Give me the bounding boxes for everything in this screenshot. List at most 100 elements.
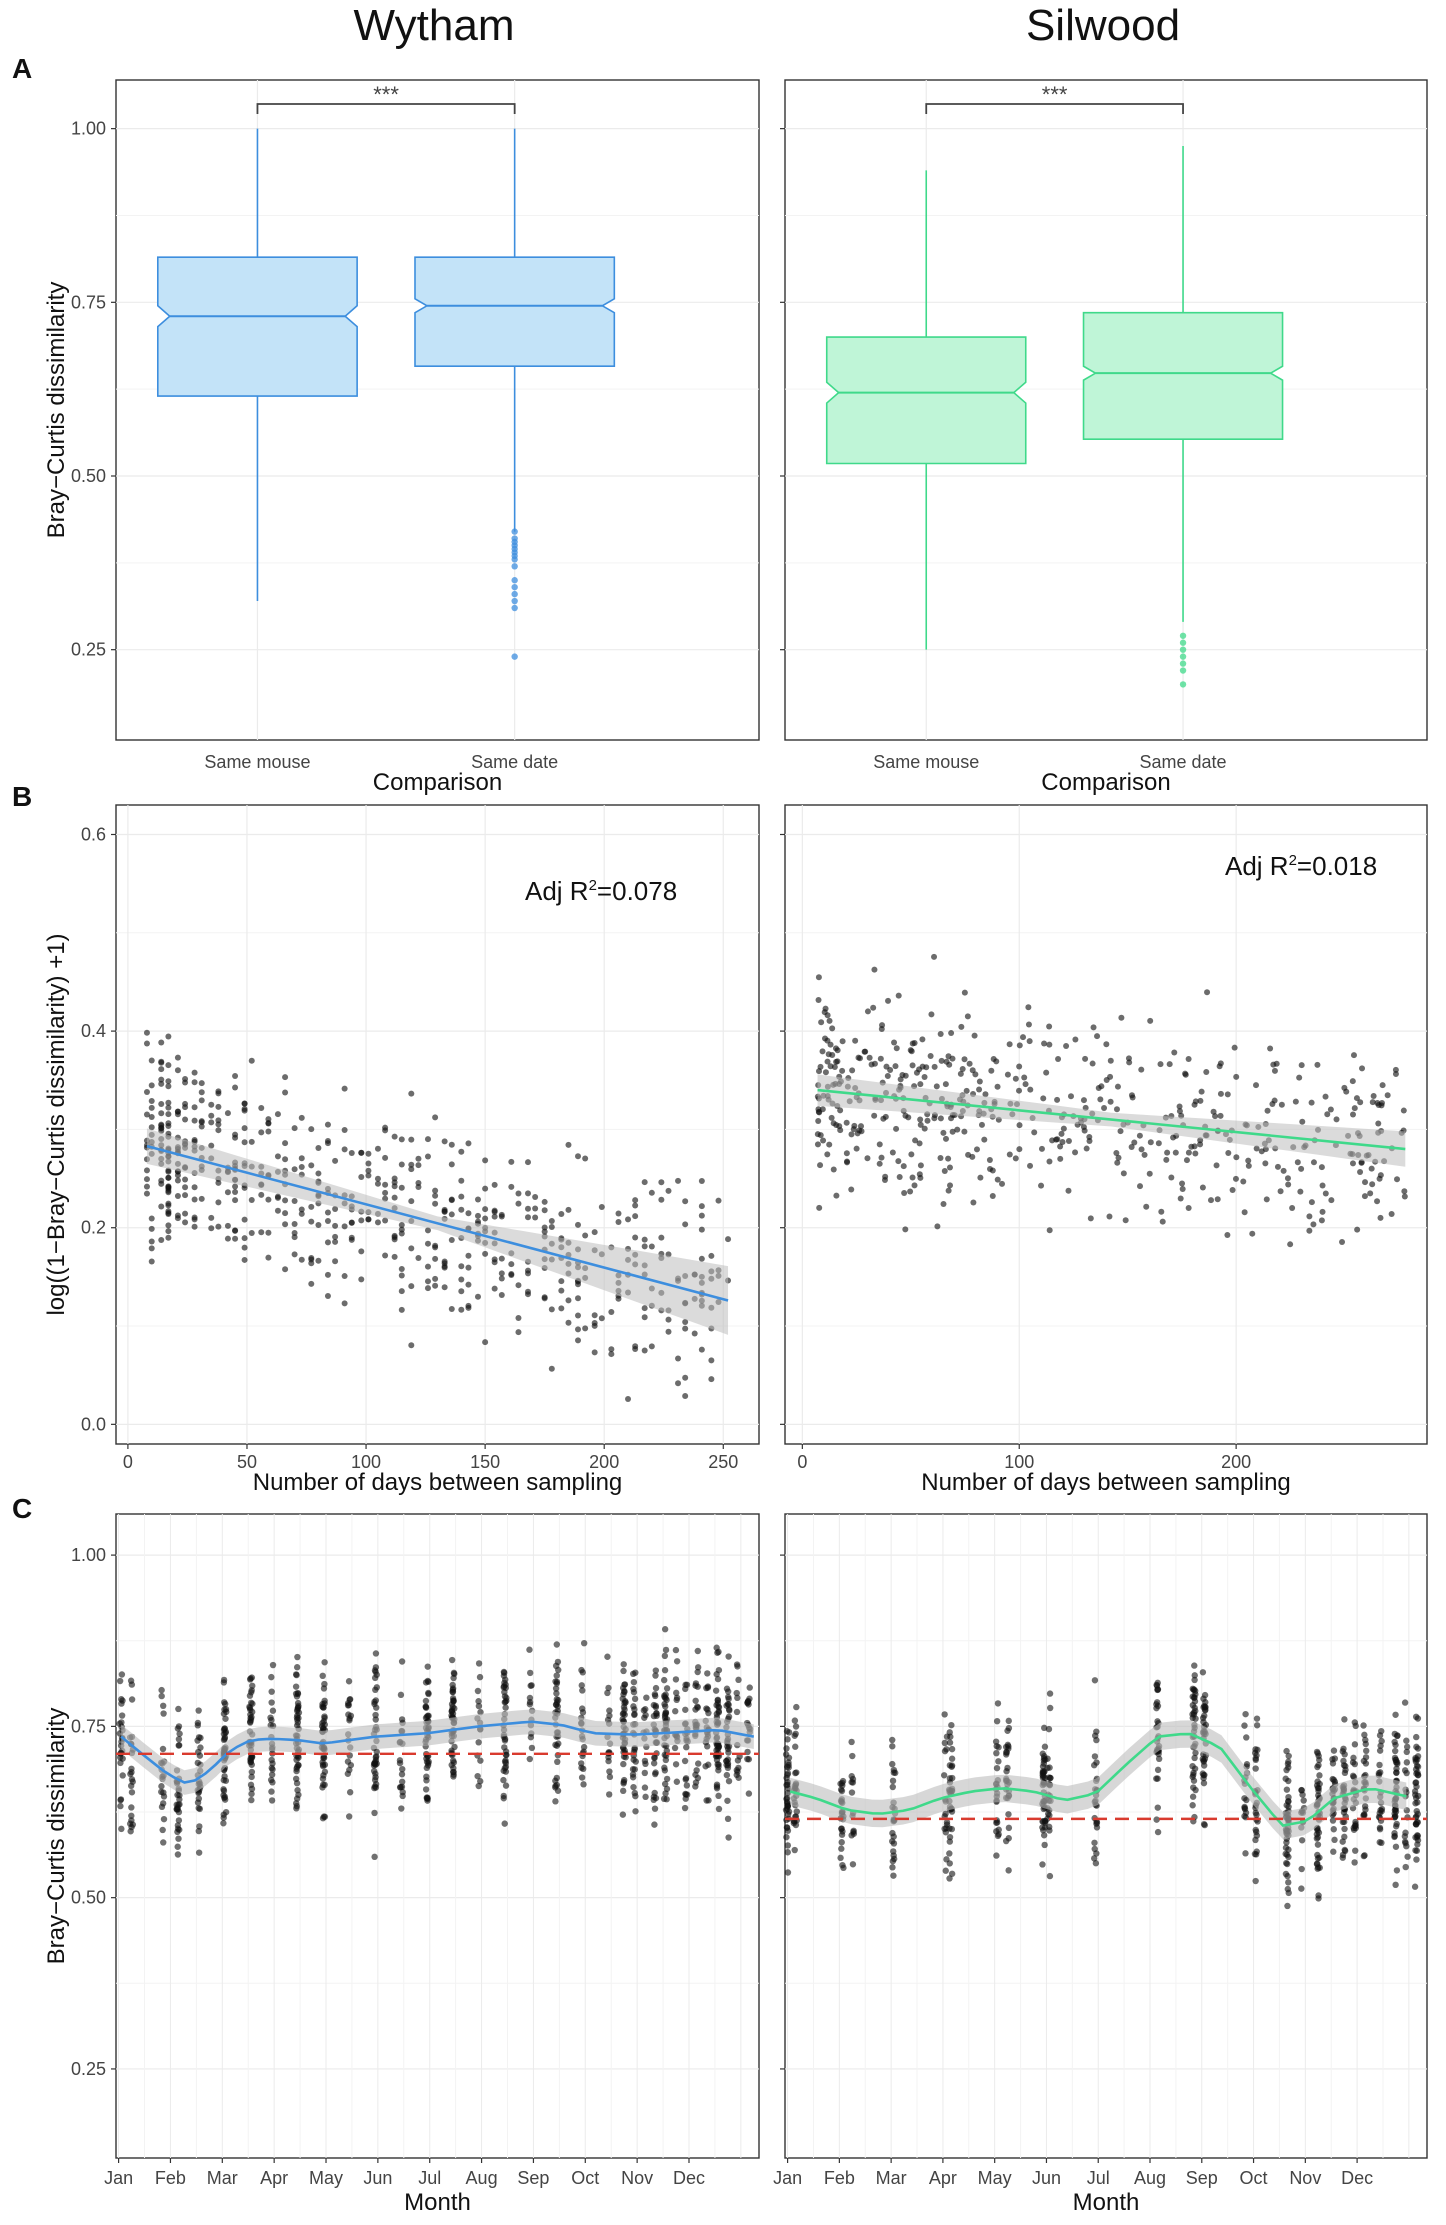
data-point: [174, 1851, 182, 1858]
data-point: [1189, 1802, 1196, 1809]
data-point: [191, 1069, 198, 1076]
data-point: [448, 1237, 455, 1244]
x-tick-label: Mar: [876, 2168, 907, 2188]
data-point: [258, 1229, 265, 1236]
data-point: [917, 1121, 924, 1128]
data-point: [1101, 1104, 1108, 1111]
data-point: [1298, 1062, 1305, 1069]
data-point: [341, 1300, 348, 1307]
data-point: [174, 1825, 182, 1832]
data-point: [408, 1161, 415, 1168]
data-point: [715, 1792, 722, 1800]
data-point: [1115, 1154, 1122, 1161]
data-point: [241, 1105, 248, 1112]
data-point: [622, 1699, 629, 1706]
data-point: [1414, 1771, 1422, 1779]
data-point: [174, 1177, 181, 1184]
outlier-point: [1179, 667, 1187, 674]
data-point: [1154, 1686, 1161, 1694]
data-point: [661, 1780, 669, 1788]
data-point: [1376, 1747, 1384, 1754]
data-point: [341, 1223, 348, 1230]
data-point: [1141, 1151, 1148, 1158]
data-point: [398, 1771, 406, 1778]
data-point: [1003, 1749, 1010, 1756]
data-point: [128, 1696, 136, 1703]
data-point: [907, 1047, 914, 1054]
data-point: [143, 1183, 150, 1190]
data-point: [148, 1124, 155, 1131]
data-point: [365, 1160, 372, 1167]
outlier-point: [1179, 632, 1187, 639]
data-point: [905, 1114, 912, 1121]
x-tick-label: 100: [1004, 1452, 1034, 1472]
data-point: [128, 1812, 135, 1819]
data-point: [247, 1718, 254, 1725]
data-point: [1392, 1070, 1399, 1077]
data-point: [208, 1101, 215, 1108]
data-point: [527, 1734, 535, 1741]
site-title-wytham: Wytham: [354, 1, 515, 50]
data-point: [365, 1167, 372, 1174]
data-point: [248, 1197, 255, 1204]
data-point: [1138, 1066, 1145, 1073]
data-point: [784, 1869, 792, 1876]
data-point: [792, 1821, 800, 1829]
data-point: [673, 1778, 681, 1785]
data-point: [1328, 1197, 1335, 1204]
data-point: [269, 1766, 276, 1773]
data-point: [824, 1012, 831, 1019]
data-point: [158, 1237, 165, 1244]
data-point: [565, 1206, 572, 1213]
data-point: [291, 1234, 298, 1241]
data-point: [1285, 1752, 1292, 1760]
data-point: [927, 1053, 934, 1060]
data-point: [1203, 1068, 1210, 1075]
data-point: [631, 1706, 638, 1713]
data-point: [839, 1779, 846, 1787]
data-point: [1351, 1859, 1358, 1866]
data-point: [909, 1174, 916, 1181]
data-point: [1369, 1181, 1376, 1188]
data-point: [652, 1684, 660, 1692]
data-point: [652, 1692, 659, 1700]
data-point: [942, 1810, 949, 1817]
data-point: [408, 1166, 415, 1173]
data-point: [948, 1721, 955, 1729]
data-point: [182, 1184, 189, 1191]
data-point: [784, 1789, 792, 1797]
confidence-band: [146, 1128, 729, 1335]
data-point: [1403, 1737, 1410, 1744]
data-point: [815, 1118, 822, 1125]
data-point: [1314, 1834, 1322, 1841]
data-point: [793, 1703, 800, 1711]
data-point: [1341, 1825, 1348, 1833]
data-point: [591, 1322, 598, 1329]
data-point: [1189, 1773, 1196, 1781]
data-point: [291, 1220, 298, 1227]
data-point: [745, 1790, 753, 1797]
data-point: [815, 996, 822, 1003]
data-point: [441, 1258, 448, 1265]
data-point: [143, 1111, 150, 1118]
data-point: [127, 1677, 135, 1684]
data-point: [1163, 1156, 1170, 1163]
data-point: [1026, 1038, 1033, 1045]
adj-r2-prefix: Adj R: [525, 876, 589, 906]
data-point: [945, 1187, 952, 1194]
data-point: [890, 1872, 897, 1879]
data-point: [191, 1196, 198, 1203]
data-point: [1107, 1057, 1114, 1064]
data-point: [165, 1078, 172, 1085]
data-point: [828, 1114, 835, 1121]
data-point: [892, 1063, 899, 1070]
data-point: [165, 1210, 172, 1217]
data-point: [346, 1696, 353, 1703]
data-point: [1197, 1097, 1204, 1104]
data-point: [916, 1140, 923, 1147]
data-point: [818, 1019, 825, 1026]
data-point: [498, 1255, 505, 1262]
data-point: [118, 1712, 126, 1719]
data-point: [1060, 1125, 1067, 1132]
data-point: [424, 1285, 431, 1292]
